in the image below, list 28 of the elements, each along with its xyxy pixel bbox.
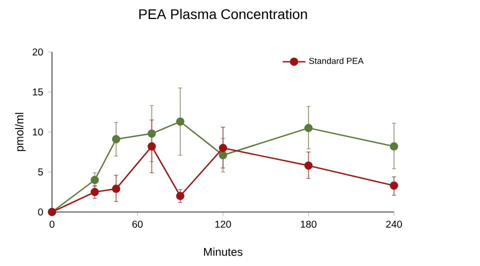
point <box>112 184 120 193</box>
point <box>304 124 313 132</box>
legend-label: Standard PEA <box>309 58 364 64</box>
x-tick-label: 0 <box>50 220 54 228</box>
point <box>390 142 398 151</box>
point <box>218 144 228 152</box>
point <box>148 129 156 138</box>
point <box>112 135 120 144</box>
y-tick-label: 0 <box>38 208 43 216</box>
point <box>176 117 184 126</box>
y-tick-label: 20 <box>32 48 43 56</box>
y-tick-label: 10 <box>32 128 43 136</box>
x-tick-label: 120 <box>215 220 231 228</box>
point <box>176 192 184 200</box>
chart-title: PEA Plasma Concentration <box>139 8 307 20</box>
x-tick-label: 180 <box>300 220 316 228</box>
point <box>390 181 398 190</box>
point <box>148 142 156 151</box>
point <box>304 161 313 170</box>
point <box>218 151 228 160</box>
y-tick-label: 15 <box>32 88 43 96</box>
point <box>90 176 99 184</box>
y-axis-title: pmol/ml <box>15 112 26 152</box>
point <box>90 188 99 196</box>
x-tick-label: 240 <box>386 220 402 228</box>
y-tick-label: 5 <box>38 168 43 176</box>
x-tick-label: 60 <box>132 220 143 228</box>
x-axis-title: Minutes <box>204 248 242 256</box>
